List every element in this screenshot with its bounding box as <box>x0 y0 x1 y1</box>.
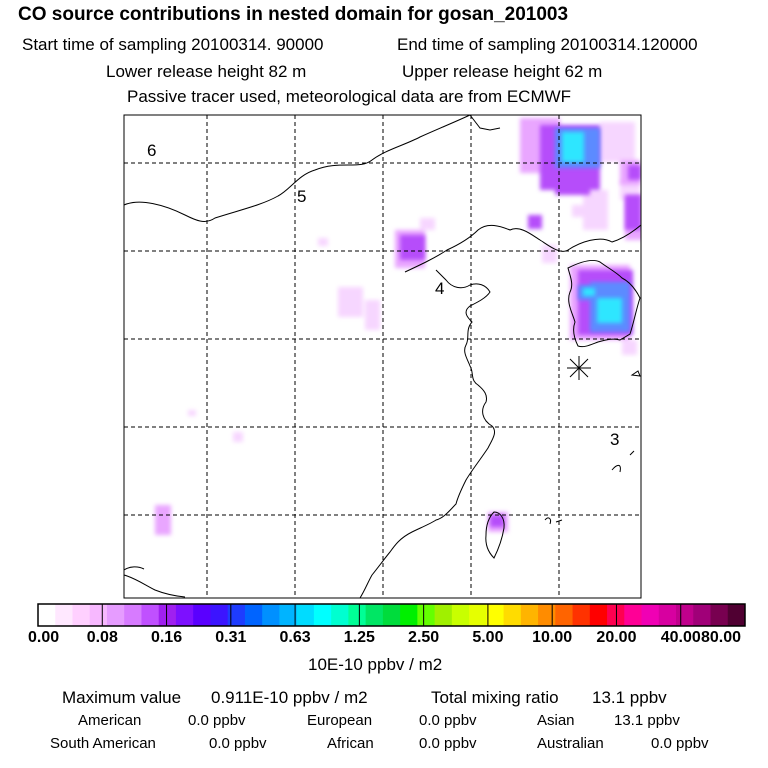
map-frame <box>123 114 642 599</box>
region-name: African <box>327 735 374 752</box>
colorbar-swatch <box>572 604 591 626</box>
region-name: Asian <box>537 712 575 729</box>
colorbar-tick-label: 20.00 <box>596 629 637 646</box>
colorbar-tick-label: 2.50 <box>408 629 440 646</box>
end-time-label: End time of sampling 20100314.120000 <box>397 35 698 54</box>
colorbar-swatch <box>38 604 56 626</box>
region-value: 0.0 ppbv <box>419 735 477 752</box>
colorbar-swatch <box>589 604 608 626</box>
contour-label-4: 4 <box>435 279 444 298</box>
colorbar-frame <box>37 603 746 627</box>
colorbar-swatch <box>417 604 436 626</box>
colorbar-tick-label: 0.00 <box>28 629 60 646</box>
region-name: American <box>78 712 142 729</box>
contour-label-5: 5 <box>297 187 306 206</box>
colorbar-tick-label: 80.00 <box>701 629 742 646</box>
lat-lon-grid <box>124 115 641 598</box>
region-value: 13.1 ppbv <box>614 712 680 729</box>
colorbar-swatch <box>538 604 556 626</box>
colorbar-swatch <box>158 604 177 626</box>
colorbar-tick-label: 0.31 <box>215 629 247 646</box>
region-value: 0.0 ppbv <box>188 712 246 729</box>
max-value: 0.911E-10 ppbv / m2 <box>211 688 368 707</box>
region-value: 0.0 ppbv <box>209 735 267 752</box>
start-time-label: Start time of sampling 20100314. 90000 <box>22 35 324 54</box>
total-mixing-label: Total mixing ratio <box>431 688 559 707</box>
colorbar-swatch <box>175 604 194 626</box>
colorbar-tick-label: 1.25 <box>343 629 375 646</box>
colorbar-unit: 10E-10 ppbv / m2 <box>308 655 443 674</box>
colorbar-swatch <box>469 604 487 626</box>
tracer-note: Passive tracer used, meteorological data… <box>127 87 572 106</box>
region-value: 0.0 ppbv <box>419 712 477 729</box>
colorbar-swatch <box>210 604 229 626</box>
region-value: 0.0 ppbv <box>651 735 709 752</box>
lower-height-label: Lower release height 82 m <box>106 62 307 81</box>
region-name: Australian <box>537 735 604 752</box>
max-value-label: Maximum value <box>62 688 182 707</box>
receptor-marker-icon <box>567 356 591 380</box>
colorbar-swatch <box>727 604 746 626</box>
colorbar-swatch <box>55 604 73 626</box>
colorbar-swatch <box>348 604 367 626</box>
total-mixing-value: 13.1 ppbv <box>592 688 667 707</box>
colorbar-swatch <box>641 604 660 626</box>
colorbar-swatch <box>313 604 332 626</box>
colorbar-tick-label: 0.63 <box>279 629 311 646</box>
contour-label-6: 6 <box>147 141 156 160</box>
colorbar-swatch <box>193 604 211 626</box>
colorbar-swatch <box>520 604 539 626</box>
colorbar-tick-label: 40.00 <box>660 629 701 646</box>
colorbar-swatch <box>693 604 712 626</box>
colorbar-swatch <box>555 604 574 626</box>
colorbar-tick-label: 0.08 <box>86 629 118 646</box>
colorbar-swatch <box>296 604 315 626</box>
colorbar-swatch <box>244 604 263 626</box>
colorbar-swatch <box>382 604 401 626</box>
colorbar-swatch <box>503 604 522 626</box>
colorbar-tick-label: 5.00 <box>472 629 504 646</box>
colorbar-swatch <box>607 604 625 626</box>
map-title: CO source contributions in nested domain… <box>18 4 569 25</box>
colorbar-swatch <box>89 604 108 626</box>
region-name: European <box>307 712 373 729</box>
colorbar-swatch <box>124 604 142 626</box>
colorbar-swatch <box>486 604 505 626</box>
colorbar-swatch <box>141 604 160 626</box>
colorbar-swatch <box>72 604 91 626</box>
upper-height-label: Upper release height 62 m <box>402 62 603 81</box>
colorbar-swatch <box>710 604 729 626</box>
colorbar-swatch <box>279 604 298 626</box>
colorbar <box>37 603 746 627</box>
colorbar-swatch <box>624 604 643 626</box>
colorbar-swatch <box>365 604 384 626</box>
colorbar-tick-label: 10.00 <box>532 629 573 646</box>
colorbar-swatch <box>451 604 470 626</box>
plume-layer <box>155 118 641 535</box>
colorbar-swatch <box>434 604 453 626</box>
region-name: South American <box>50 735 156 752</box>
coastline <box>123 114 642 599</box>
colorbar-swatch <box>227 604 246 626</box>
colorbar-swatch <box>676 604 694 626</box>
colorbar-swatch <box>262 604 280 626</box>
colorbar-swatch <box>106 604 125 626</box>
contour-label-3: 3 <box>610 430 619 449</box>
colorbar-swatch <box>658 604 677 626</box>
colorbar-swatch <box>400 604 418 626</box>
colorbar-swatch <box>331 604 349 626</box>
colorbar-tick-label: 0.16 <box>150 629 183 646</box>
